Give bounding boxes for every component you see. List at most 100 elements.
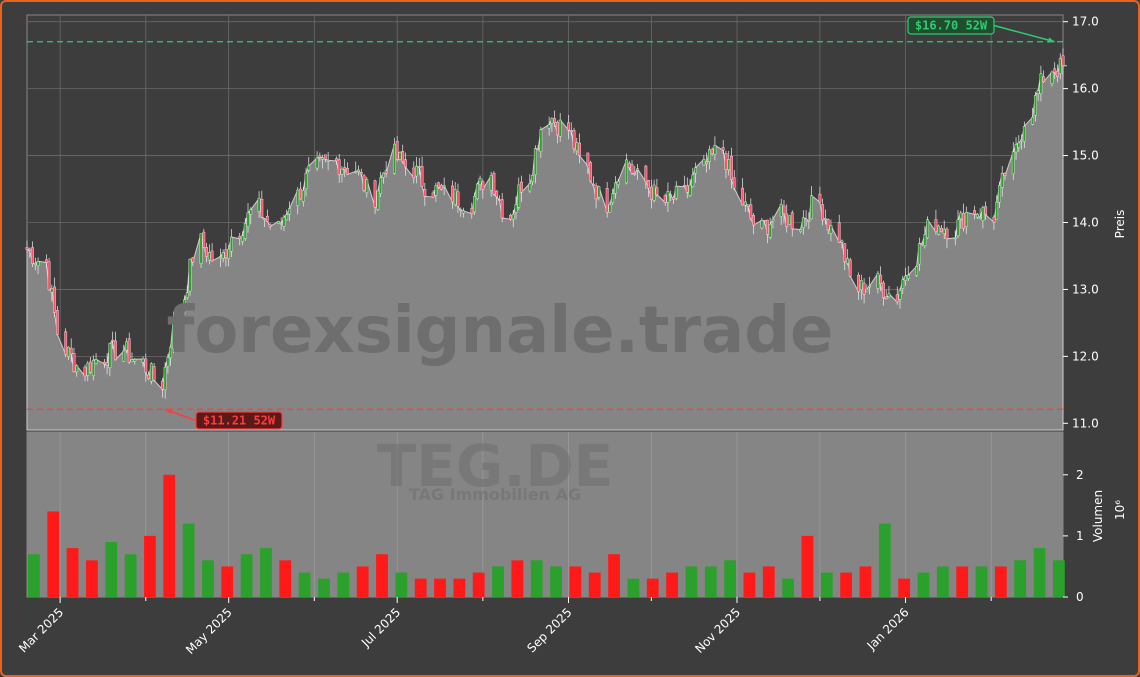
- candle-body: [423, 189, 427, 197]
- volume-bar: [66, 548, 79, 597]
- candle-body: [743, 201, 747, 206]
- candle-body: [114, 340, 117, 361]
- candle-body: [752, 215, 755, 226]
- candle-body: [915, 266, 918, 276]
- volume-grid: [59, 432, 992, 597]
- candle-body: [669, 194, 673, 197]
- candle-body: [47, 261, 51, 291]
- candle-body: [616, 181, 620, 185]
- candle-body: [644, 165, 648, 182]
- candle-body: [133, 359, 137, 362]
- volume-bar: [685, 566, 698, 597]
- candle-body: [44, 259, 48, 263]
- candle-body: [453, 189, 457, 205]
- candle-body: [765, 219, 769, 235]
- candle-body: [434, 185, 438, 196]
- candle-body: [953, 237, 957, 240]
- candles: [25, 48, 1065, 399]
- candle-body: [917, 243, 921, 265]
- price-tick-label: 14.0: [1072, 216, 1099, 230]
- candle-body: [357, 169, 360, 172]
- candle-body: [1053, 68, 1057, 73]
- volume-bar: [743, 572, 756, 597]
- volume-bar: [588, 572, 601, 597]
- candle-body: [790, 212, 794, 230]
- candle-body: [848, 259, 852, 277]
- candle-body: [462, 210, 465, 214]
- candle-body: [666, 191, 670, 203]
- candle-body: [404, 159, 407, 168]
- candle-body: [288, 208, 291, 215]
- candle-body: [111, 339, 115, 342]
- x-tick-label: May 2025: [183, 605, 235, 657]
- candle-body: [354, 171, 358, 173]
- candle-body: [685, 185, 689, 193]
- candle-body: [323, 154, 327, 160]
- candle-body: [442, 185, 446, 188]
- candle-body: [904, 275, 907, 281]
- volume-bar: [182, 523, 195, 597]
- candle-body: [1056, 70, 1059, 77]
- x-axis: Mar 2025 May 2025 Jul 2025 Sep 2025 Nov 2025…: [16, 597, 992, 657]
- candle-body: [1017, 142, 1021, 148]
- volume-tick-label: 0: [1076, 590, 1084, 604]
- candle-body: [558, 119, 562, 137]
- volume-bar: [511, 560, 524, 597]
- candle-body: [705, 161, 709, 165]
- candle-body: [998, 185, 1001, 203]
- label-low-52w: $11.21 52W: [203, 414, 276, 428]
- candle-body: [956, 219, 960, 236]
- candle-body: [862, 282, 866, 295]
- candle-body: [807, 220, 811, 222]
- candle-body: [335, 158, 338, 162]
- volume-bar: [105, 542, 118, 597]
- candle-body: [633, 173, 637, 175]
- candle-body: [536, 147, 540, 150]
- candle-body: [840, 240, 844, 243]
- candle-body: [531, 175, 534, 182]
- candle-body: [1039, 73, 1043, 95]
- candle-body: [550, 118, 554, 124]
- candle-body: [926, 219, 930, 239]
- candle-body: [475, 183, 479, 199]
- candle-body: [373, 180, 377, 208]
- candle-body: [459, 209, 463, 211]
- candle-body: [500, 199, 504, 219]
- candle-body: [920, 242, 924, 245]
- candle-body: [882, 282, 885, 299]
- candle-body: [614, 182, 617, 194]
- candle-body: [984, 206, 988, 215]
- candle-body: [973, 210, 976, 215]
- volume-axis: 0 1 2: [1063, 468, 1084, 604]
- candle-body: [749, 204, 753, 219]
- candle-body: [122, 350, 126, 362]
- candle-body: [398, 151, 402, 160]
- candle-body: [221, 252, 225, 259]
- candle-body: [763, 219, 767, 222]
- candle-body: [241, 235, 244, 242]
- candle-body: [315, 157, 319, 169]
- candle-body: [826, 219, 830, 231]
- candle-body: [379, 177, 383, 194]
- candle-body: [674, 185, 678, 199]
- candle-body: [277, 221, 280, 224]
- volume-bar: [762, 566, 775, 597]
- candle-body: [415, 165, 418, 177]
- candle-body: [710, 149, 714, 154]
- candle-body: [837, 222, 841, 243]
- candle-body: [801, 217, 805, 228]
- arrowhead-low-52w: [165, 408, 173, 415]
- volume-bar: [337, 572, 350, 597]
- candle-body: [627, 162, 631, 168]
- candle-body: [575, 142, 579, 152]
- candle-body: [572, 130, 576, 149]
- candle-body: [337, 159, 341, 175]
- candle-body: [1020, 139, 1023, 142]
- candle-body: [962, 212, 965, 229]
- candle-body: [707, 149, 711, 162]
- candle-body: [553, 118, 557, 123]
- candle-body: [995, 201, 999, 220]
- candle-body: [865, 288, 869, 292]
- candle-body: [782, 205, 786, 214]
- candle-body: [597, 186, 601, 198]
